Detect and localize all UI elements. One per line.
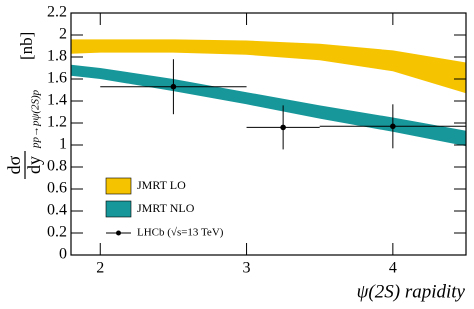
y-tick-label: 0.2 (47, 224, 67, 241)
y-tick-label: 0.4 (47, 202, 67, 219)
y-label-numerator: dσ (4, 155, 24, 174)
y-tick-label: 1.6 (47, 70, 67, 87)
y-tick-label: 2.2 (47, 4, 67, 21)
data-point (280, 124, 286, 131)
y-tick-label: 1 (59, 136, 67, 153)
y-axis-label: dσ dy pp→pψ(2S)p [nb] (4, 32, 44, 179)
x-tick-label: 4 (389, 260, 397, 277)
y-tick-label: 0.8 (47, 158, 67, 175)
band (71, 64, 466, 147)
y-label-denominator: dy (24, 156, 44, 174)
legend-marker (116, 230, 121, 236)
band (71, 39, 466, 94)
legend-swatch (105, 177, 132, 195)
y-tick-label: 0.6 (47, 180, 67, 197)
data-point (390, 123, 396, 130)
legend-label: LHCb (√s=13 TeV) (137, 227, 224, 239)
y-tick-label: 1.8 (47, 48, 67, 65)
y-label-unit: [nb] (17, 32, 36, 60)
y-label-subscript: pp→pψ(2S)p (30, 89, 42, 149)
x-tick-label: 3 (243, 260, 251, 277)
legend-label: JMRT NLO (137, 201, 195, 215)
y-tick-label: 0 (59, 246, 67, 263)
x-axis-label: ψ(2S) rapidity (357, 281, 466, 302)
y-tick-label: 1.4 (47, 92, 67, 109)
legend-swatch (105, 200, 132, 218)
y-tick-label: 1.2 (47, 114, 67, 131)
x-tick-label: 2 (96, 260, 104, 277)
y-tick-label: 2 (59, 26, 67, 43)
plot-frame (70, 12, 467, 256)
data-point (170, 83, 177, 90)
legend-label: JMRT LO (137, 178, 186, 192)
